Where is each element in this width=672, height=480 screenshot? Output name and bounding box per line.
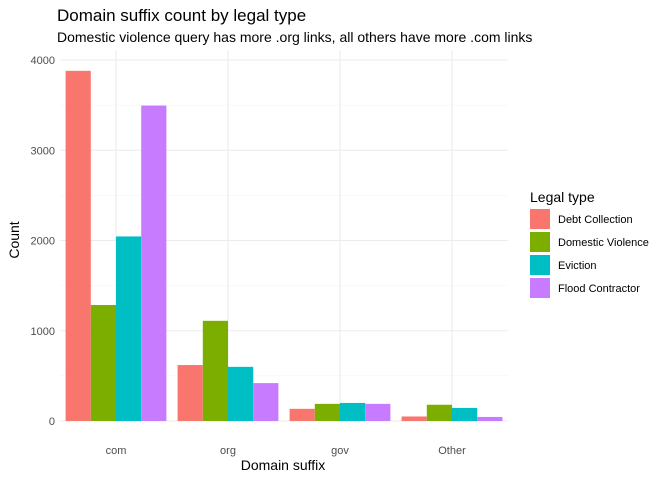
y-axis-ticks: 0 1000 2000 3000 4000 — [31, 55, 55, 428]
x-axis-title: Domain suffix — [241, 457, 326, 473]
bar — [141, 105, 167, 422]
chart-subtitle: Domestic violence query has more .org li… — [57, 29, 532, 45]
bar — [177, 365, 203, 421]
y-tick-label: 3000 — [31, 145, 55, 157]
legend-key — [530, 255, 550, 275]
x-tick-label: com — [106, 445, 127, 457]
bar — [202, 320, 228, 421]
bars — [65, 70, 503, 422]
bar — [401, 416, 427, 421]
bar — [228, 366, 254, 421]
legend: Legal type Debt Collection Domestic Viole… — [530, 189, 649, 298]
y-tick-label: 4000 — [31, 55, 55, 67]
bar — [340, 402, 366, 421]
legend-key — [530, 278, 550, 298]
bar — [426, 404, 452, 421]
bar — [452, 407, 478, 421]
legend-label: Flood Contractor — [558, 283, 640, 295]
x-tick-label: Other — [438, 445, 466, 457]
legend-label: Domestic Violence — [558, 237, 649, 249]
bar — [253, 383, 279, 421]
y-axis-title: Count — [6, 221, 22, 258]
legend-label: Eviction — [558, 260, 597, 272]
legend-key — [530, 232, 550, 252]
bar — [289, 408, 315, 421]
bar — [65, 70, 91, 421]
chart-title: Domain suffix count by legal type — [57, 6, 306, 25]
y-tick-label: 1000 — [31, 326, 55, 338]
legend-key — [530, 209, 550, 229]
bar — [90, 305, 116, 421]
bar — [116, 236, 142, 421]
bar — [314, 403, 340, 421]
bar — [477, 416, 503, 421]
legend-title: Legal type — [530, 189, 595, 205]
bar — [365, 403, 391, 421]
y-tick-label: 0 — [49, 416, 55, 428]
x-tick-label: gov — [331, 445, 349, 457]
legend-label: Debt Collection — [558, 214, 633, 226]
y-tick-label: 2000 — [31, 236, 55, 248]
x-tick-label: org — [220, 445, 236, 457]
x-axis-ticks: com org gov Other — [106, 445, 466, 457]
